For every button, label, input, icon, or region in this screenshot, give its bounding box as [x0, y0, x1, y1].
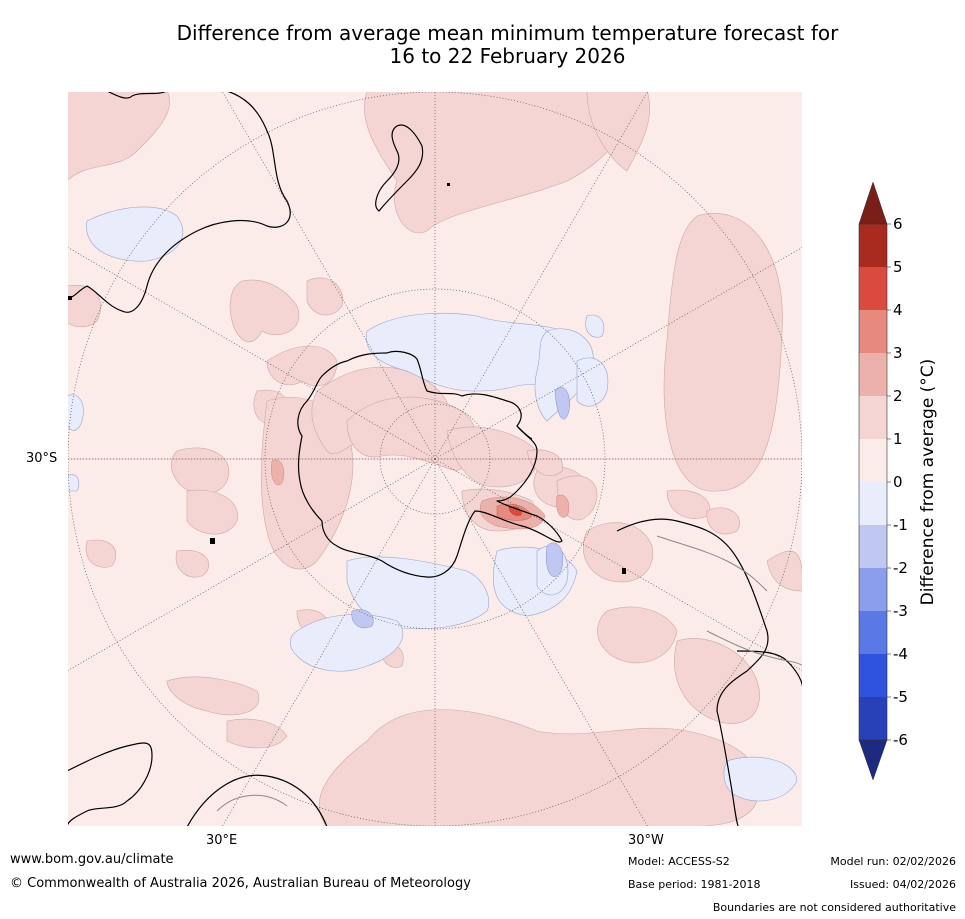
colorbar-band-m4-m3: [859, 611, 887, 654]
lon-label-30e: 30°E: [206, 833, 238, 848]
lon-label-30w: 30°W: [628, 833, 664, 848]
polar-map: [67, 91, 803, 827]
colorbar-tick-label: 0: [893, 473, 903, 491]
colorbar-band-m2-m1: [859, 525, 887, 568]
title-line-1: Difference from average mean minimum tem…: [176, 21, 839, 45]
colorbar: 6 5 4 3 2 1 0 -1 -2 -3 -4 -5 -6: [858, 181, 908, 780]
colorbar-under-triangle: [858, 739, 888, 780]
africa-coast: [67, 742, 328, 827]
warm-anomaly-4-5: [508, 506, 522, 516]
colorbar-band-m6-m5: [859, 697, 887, 740]
cool-anomaly-0-1: [67, 206, 798, 802]
antarctica-coast: [297, 350, 563, 578]
map-frame: [67, 91, 803, 827]
colorbar-tick-label: 6: [893, 215, 903, 233]
colorbar-band-2-3: [859, 353, 887, 396]
model-text: Model: ACCESS-S2: [628, 855, 730, 868]
lat-label-30s: 30°S: [26, 451, 58, 466]
model-run-text: Model run: 02/02/2026: [830, 855, 956, 868]
colorbar-title: Difference from average (°C): [918, 358, 938, 606]
australia-coast: [67, 91, 291, 313]
colorbar-band-0-1: [859, 439, 887, 482]
colorbar-tick-label: 4: [893, 301, 903, 319]
colorbar-band-5-6: [859, 224, 887, 267]
colorbar-band-m3-m2: [859, 568, 887, 611]
colorbar-tick-label: -3: [893, 602, 908, 620]
colorbar-tick-label: -4: [893, 645, 908, 663]
colorbar-band-m1-0: [859, 482, 887, 525]
new-zealand-coast: [375, 124, 424, 212]
coastlines: [67, 91, 803, 827]
copyright-text: © Commonwealth of Australia 2026, Austra…: [10, 876, 471, 891]
colorbar-over-triangle: [858, 181, 888, 225]
colorbar-band-1-2: [859, 396, 887, 439]
colorbar-tick-label: -2: [893, 559, 908, 577]
issued-text: Issued: 04/02/2026: [849, 878, 956, 891]
colorbar-band-3-4: [859, 310, 887, 353]
base-period-text: Base period: 1981-2018: [628, 878, 761, 891]
colorbar-band-4-5: [859, 267, 887, 310]
colorbar-tick-label: 1: [893, 430, 903, 448]
chart-title: Difference from average mean minimum tem…: [60, 22, 955, 68]
islands: [67, 183, 626, 574]
colorbar-tick-label: 2: [893, 387, 903, 405]
borders: [216, 535, 803, 812]
colorbar-band-m5-m4: [859, 654, 887, 697]
warm-anomaly-1-2: [67, 91, 803, 827]
colorbar-tick-label: -5: [893, 688, 908, 706]
colorbar-tick-label: -6: [893, 731, 908, 749]
colorbar-tick-label: 3: [893, 344, 903, 362]
disclaimer-text: Boundaries are not considered authoritat…: [712, 901, 956, 914]
colorbar-ticks: [887, 223, 891, 741]
website-link[interactable]: www.bom.gov.au/climate: [10, 852, 174, 867]
cool-anomaly-1-2: [351, 386, 570, 629]
colorbar-tick-label: 5: [893, 258, 903, 276]
colorbar-tick-label: -1: [893, 516, 908, 534]
title-line-2: 16 to 22 February 2026: [389, 44, 626, 68]
